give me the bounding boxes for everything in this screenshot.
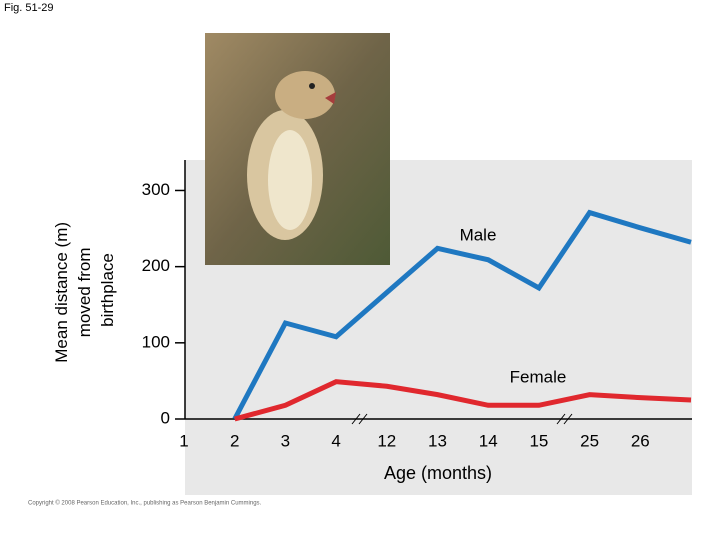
y-axis-title: Mean distance (m) moved from birthplace [52, 217, 117, 363]
photo [205, 33, 390, 265]
y-tick-label: 0 [161, 408, 170, 427]
x-tick-label: 4 [331, 431, 340, 450]
series-line [232, 209, 692, 421]
x-tick-label: 13 [428, 431, 447, 450]
series-label: Male [460, 225, 497, 244]
y-axis-title-line: moved from [75, 247, 94, 337]
axis-breaks [351, 413, 573, 425]
x-tick-label: 25 [580, 431, 599, 450]
y-axis-title-line: Mean distance (m) [52, 222, 71, 363]
x-tick-label: 1 [179, 431, 188, 450]
figure-label: Fig. 51-29 [4, 2, 54, 14]
y-axis-title-line: birthplace [98, 253, 117, 327]
x-tick-label: 2 [230, 431, 239, 450]
x-tick-label: 14 [479, 431, 498, 450]
x-tick-label: 3 [281, 431, 290, 450]
x-tick-label: 15 [529, 431, 548, 450]
x-tick-label: 26 [631, 431, 650, 450]
y-tick-label: 300 [142, 180, 170, 199]
x-tick-label: 12 [377, 431, 396, 450]
series-line [234, 379, 692, 422]
copyright: Copyright © 2008 Pearson Education, Inc.… [28, 500, 262, 507]
x-axis-title: Age (months) [384, 463, 492, 483]
y-tick-label: 100 [142, 332, 170, 351]
y-tick-label: 200 [142, 256, 170, 275]
series-label: Female [510, 367, 567, 386]
